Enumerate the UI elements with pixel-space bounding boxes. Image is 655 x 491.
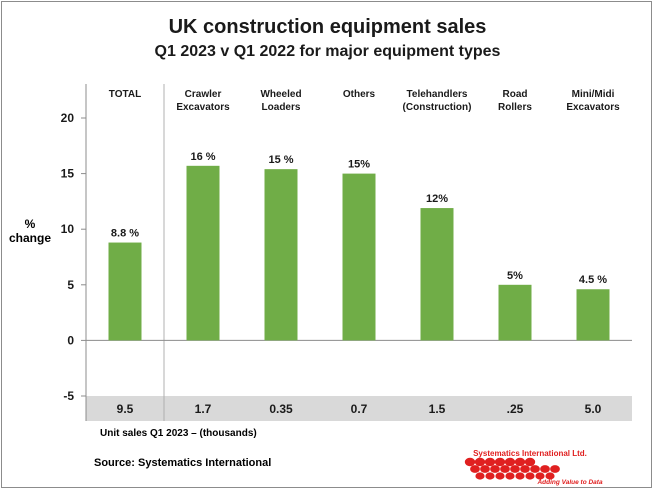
data-label: 16 %: [190, 151, 215, 163]
bar: [264, 169, 298, 341]
bar: [498, 284, 532, 341]
bar: [108, 242, 142, 341]
y-tick-label: 0: [67, 333, 74, 347]
unit-sales-band: [86, 396, 632, 421]
data-label: 5%: [507, 270, 523, 282]
logo-dot: [525, 472, 535, 480]
logo-dot: [515, 472, 525, 480]
logo-dot-pattern: [464, 457, 560, 480]
unit-sales-value: 0.35: [269, 402, 293, 416]
category-label: Loaders: [262, 102, 301, 113]
logo-name: Systematics International Ltd.: [473, 449, 587, 458]
category-label: Others: [343, 89, 376, 100]
category-label: Excavators: [176, 102, 230, 113]
category-label: Mini/Midi: [572, 89, 615, 100]
logo-dot: [520, 465, 530, 473]
logo-dot: [504, 457, 516, 467]
chart-subtitle: Q1 2023 v Q1 2022 for major equipment ty…: [154, 43, 501, 60]
category-label: Excavators: [566, 102, 620, 113]
data-label: 4.5 %: [579, 274, 607, 286]
category-label: Telehandlers: [407, 89, 468, 100]
y-tick-label: 20: [61, 111, 75, 125]
y-tick-label: 15: [61, 167, 75, 181]
logo-dot: [505, 472, 515, 480]
category-label: TOTAL: [109, 89, 141, 100]
unit-sales-value: 0.7: [351, 402, 368, 416]
unit-sales-value: 1.5: [429, 402, 446, 416]
logo-dot: [470, 465, 480, 473]
y-tick-label: 5: [67, 278, 74, 292]
logo-dot: [510, 465, 520, 473]
y-axis-label: % change: [8, 217, 52, 245]
category-label: Crawler: [185, 89, 222, 100]
unit-sales-value: 9.5: [117, 402, 134, 416]
source-note: Source: Systematics International: [94, 457, 272, 469]
category-label: Rollers: [498, 102, 532, 113]
data-label: 12%: [426, 193, 448, 205]
data-label: 15 %: [268, 154, 293, 166]
bar: [576, 289, 610, 341]
unit-sales-value: 5.0: [585, 402, 602, 416]
logo-dot: [535, 472, 545, 480]
y-tick-label: -5: [63, 389, 74, 403]
logo-dot: [545, 472, 555, 480]
y-tick-label: 10: [61, 222, 75, 236]
logo-dot: [494, 457, 506, 467]
data-label: 15%: [348, 159, 370, 171]
y-axis-label-text: % change: [8, 217, 51, 245]
logo-dot: [490, 465, 500, 473]
logo-dot: [524, 457, 536, 467]
logo-dot: [474, 457, 486, 467]
unit-sales-value: 1.7: [195, 402, 212, 416]
logo-dot: [495, 472, 505, 480]
systematics-logo: Systematics International Ltd. Adding Va…: [464, 449, 603, 486]
logo-dot: [475, 472, 485, 480]
bar: [342, 173, 376, 341]
unit-sales-value: .25: [507, 402, 524, 416]
chart-title: UK construction equipment sales: [168, 16, 487, 38]
logo-dot: [485, 472, 495, 480]
logo-dot: [500, 465, 510, 473]
logo-tagline: Adding Value to Data: [536, 479, 603, 486]
logo-dot: [550, 465, 560, 473]
data-label: 8.8 %: [111, 228, 139, 240]
unit-sales-label: Unit sales Q1 2023 – (thousands): [100, 428, 257, 439]
logo-dot: [464, 457, 476, 467]
logo-dot: [540, 465, 550, 473]
logo-dot: [480, 465, 490, 473]
category-label: Road: [503, 89, 528, 100]
logo-dot: [514, 457, 526, 467]
bar: [420, 208, 454, 341]
category-label: Wheeled: [260, 89, 301, 100]
logo-dot: [530, 465, 540, 473]
bar: [186, 165, 220, 341]
logo-dot: [484, 457, 496, 467]
category-label: (Construction): [403, 102, 472, 113]
